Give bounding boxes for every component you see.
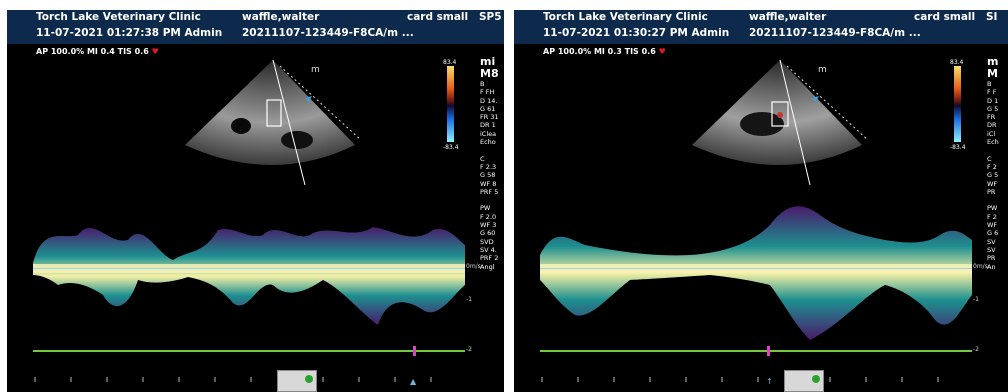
patient-name: waffle,walter (749, 11, 827, 23)
velocity-tick-label: -1 (466, 296, 472, 303)
trigger-marker-icon: ▲ (410, 377, 417, 386)
time-axis-ticks (34, 377, 432, 382)
probe-model: SI (986, 11, 998, 23)
svg-text:m: m (311, 65, 320, 75)
ecg-marker (767, 346, 770, 356)
velocity-tick-label: -2 (973, 346, 979, 353)
settings-sidebar: mi M8 B F FH D 14. G 61 FR 31 DR 1 iClea … (480, 56, 499, 271)
pw-doppler-spectrum (540, 206, 972, 340)
heart-icon: ♥ (658, 47, 666, 56)
velocity-tick-label: -2 (466, 346, 472, 353)
color-velocity-scale (447, 66, 454, 142)
status-dot-icon (812, 375, 820, 383)
ecg-trace (33, 350, 465, 352)
time-axis-ticks (541, 377, 939, 382)
velocity-zero-label: 0m/s (973, 263, 988, 270)
doppler-baseline (33, 268, 465, 269)
exam-datetime: 11-07-2021 01:30:27 PM Admin (543, 27, 730, 39)
scale-min-value: -83.4 (443, 144, 459, 151)
clinic-name: Torch Lake Veterinary Clinic (36, 11, 201, 23)
clinic-name: Torch Lake Veterinary Clinic (543, 11, 708, 23)
velocity-zero-label: 0m/s (466, 263, 481, 270)
acoustic-params-text: AP 100.0% MI 0.4 TIS 0.6 (36, 47, 149, 56)
pw-doppler-spectrum (33, 227, 465, 325)
acoustic-params: AP 100.0% MI 0.4 TIS 0.6 ♥ (36, 47, 159, 56)
study-id: 20211107-123449-F8CA/m ... (242, 27, 414, 39)
patient-name: waffle,walter (242, 11, 320, 23)
probe-preset: card small (407, 11, 469, 23)
mode-label: m M (987, 55, 999, 80)
b-mode-sector-image: m (185, 60, 362, 185)
doppler-baseline (540, 268, 972, 269)
ultrasound-screen-left: Torch Lake Veterinary Clinic waffle,walt… (7, 10, 504, 392)
velocity-tick-label: -1 (973, 296, 979, 303)
mode-label: mi M8 (480, 55, 499, 80)
acoustic-params-text: AP 100.0% MI 0.3 TIS 0.6 (543, 47, 656, 56)
video-thumbnail[interactable] (784, 370, 824, 392)
settings-text: B F F D 1 G 5 FR DR iCl Ech C F 2 G 5 WF… (987, 80, 999, 271)
exam-datetime: 11-07-2021 01:27:38 PM Admin (36, 27, 223, 39)
acoustic-params: AP 100.0% MI 0.3 TIS 0.6 ♥ (543, 47, 666, 56)
scale-max-value: 83.4 (443, 59, 457, 66)
study-id: 20211107-123449-F8CA/m ... (749, 27, 921, 39)
trigger-marker-icon: ↑ (766, 377, 773, 386)
b-mode-sector-image: m (692, 60, 869, 185)
ecg-trace (540, 350, 972, 352)
svg-text:m: m (818, 65, 827, 75)
probe-preset: card small (914, 11, 976, 23)
video-thumbnail[interactable] (277, 370, 317, 392)
scale-max-value: 83.4 (950, 59, 964, 66)
color-velocity-scale (954, 66, 961, 142)
probe-model: SP5 (479, 11, 502, 23)
patient-header: Torch Lake Veterinary Clinic waffle,walt… (514, 10, 1008, 44)
heart-icon: ♥ (151, 47, 159, 56)
patient-header: Torch Lake Veterinary Clinic waffle,walt… (7, 10, 504, 44)
ultrasound-screen-right: Torch Lake Veterinary Clinic waffle,walt… (514, 10, 1008, 392)
status-dot-icon (305, 375, 313, 383)
ecg-marker (413, 346, 416, 356)
settings-text: B F FH D 14. G 61 FR 31 DR 1 iClea Echo … (480, 80, 499, 271)
scale-min-value: -83.4 (950, 144, 966, 151)
